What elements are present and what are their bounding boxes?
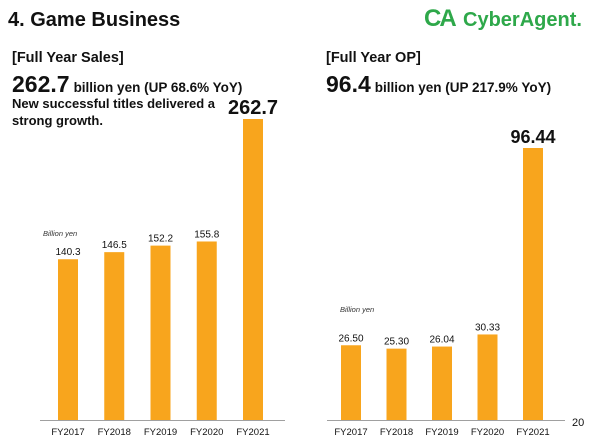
page-number: 20	[572, 417, 585, 429]
op-bar-fy2021	[523, 148, 543, 420]
op-bar-fy2019	[432, 346, 452, 420]
op-bar-fy2020	[477, 334, 498, 420]
op-category-label-fy2021: FY2021	[516, 427, 549, 438]
sales-headline-value: 262.7	[12, 71, 70, 97]
sales-category-label-fy2021: FY2021	[236, 427, 269, 438]
sales-category-label-fy2020: FY2020	[190, 427, 223, 438]
op-value-label-fy2018: 25.30	[384, 337, 409, 348]
op-headline-text: billion yen (UP 217.9% YoY)	[374, 80, 552, 95]
op-bar-fy2017	[341, 345, 361, 420]
sales-headline: 262.7 billion yen (UP 68.6% YoY)	[12, 70, 242, 102]
sales-headline-text: billion yen (UP 68.6% YoY)	[73, 80, 243, 95]
op-category-label-fy2020: FY2020	[471, 427, 504, 438]
sales-note: New successful titles delivered a strong…	[12, 96, 216, 128]
sales-value-label-fy2019: 152.2	[148, 234, 173, 245]
op-bar-chart: Billion yen 26.50 FY2017 25.30 FY2018 26.04 FY…	[327, 127, 565, 438]
op-value-label-fy2017: 26.50	[338, 333, 363, 344]
op-value-label-fy2020: 30.33	[475, 322, 500, 333]
op-headline: 96.4 billion yen (UP 217.9% YoY)	[326, 70, 551, 102]
sales-category-label-fy2017: FY2017	[51, 427, 84, 438]
cyberagent-logo: CA CyberAgent.	[0, 0, 600, 40]
sales-bar-fy2021	[243, 119, 263, 420]
sales-value-label-fy2018: 146.5	[102, 240, 127, 251]
op-category-label-fy2017: FY2017	[334, 427, 367, 438]
sales-value-label-fy2017: 140.3	[55, 247, 80, 258]
sales-category-label-fy2019: FY2019	[144, 427, 177, 438]
sales-y-axis-unit-label: Billion yen	[43, 229, 77, 238]
sales-bar-chart: Billion yen 140.3 FY2017 146.5 FY2018 152.2 FY…	[40, 97, 285, 438]
op-bar-fy2018	[386, 348, 407, 420]
op-value-label-fy2021: 96.44	[510, 127, 555, 147]
slide-title: 4. Game Business	[8, 9, 181, 31]
sales-bar-fy2019	[150, 245, 171, 420]
sales-category-label-fy2018: FY2018	[98, 427, 131, 438]
sales-chart-title: [Full Year Sales]	[12, 50, 124, 66]
sales-value-label-fy2020: 155.8	[194, 229, 219, 240]
sales-bar-fy2020	[196, 241, 217, 420]
op-y-axis-unit-label: Billion yen	[340, 305, 374, 314]
sales-bar-fy2018	[104, 252, 125, 420]
op-category-label-fy2019: FY2019	[425, 427, 458, 438]
logo-mark-icon: CA	[424, 5, 457, 32]
op-value-label-fy2019: 26.04	[429, 335, 454, 346]
logo-wordmark: CyberAgent.	[463, 9, 582, 31]
op-category-label-fy2018: FY2018	[380, 427, 413, 438]
op-headline-value: 96.4	[326, 71, 371, 97]
op-chart-title: [Full Year OP]	[326, 50, 421, 66]
sales-bar-fy2017	[58, 259, 78, 420]
